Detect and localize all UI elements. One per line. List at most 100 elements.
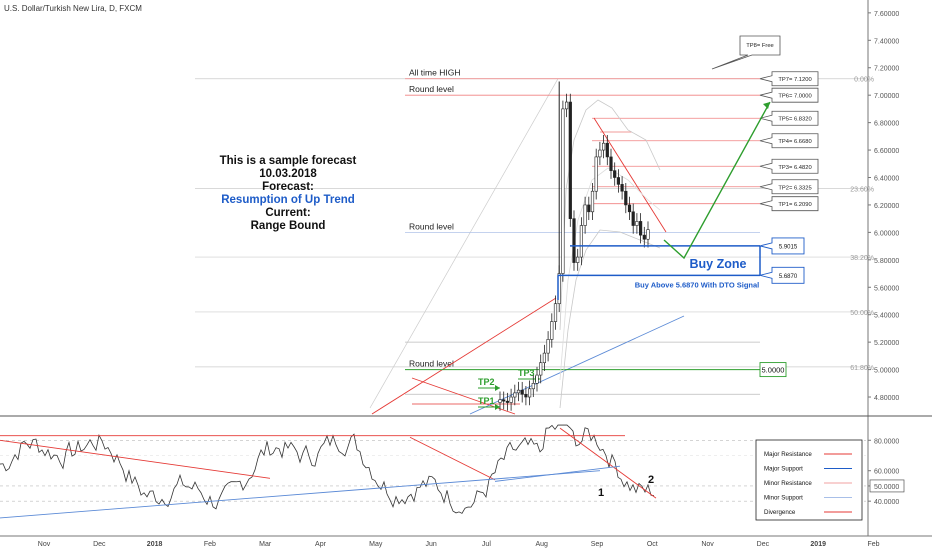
buy-zone-label: Buy Zone bbox=[690, 257, 747, 271]
osc-divergence-line bbox=[559, 427, 657, 499]
y-tick-label: 6.60000 bbox=[874, 148, 899, 155]
target-label: TP2= 6.3325 bbox=[778, 185, 811, 191]
x-tick-label: Apr bbox=[315, 541, 327, 548]
legend-label: Major Resistance bbox=[764, 451, 812, 458]
candle-body bbox=[624, 190, 628, 206]
candle-body bbox=[616, 177, 620, 185]
candle-body bbox=[502, 399, 506, 402]
old-target-arrow-head bbox=[495, 404, 500, 410]
indicator-band bbox=[559, 229, 661, 409]
osc-resistance-line bbox=[0, 439, 271, 479]
x-tick-label: Nov bbox=[701, 541, 714, 548]
y-tick-label: 7.00000 bbox=[874, 93, 899, 100]
round-marker-box bbox=[759, 362, 787, 378]
fib-level-label: 61.80% bbox=[850, 365, 874, 372]
candle-body bbox=[609, 156, 613, 171]
forecast-line-1: This is a sample forecast bbox=[219, 155, 357, 167]
x-tick-label: Aug bbox=[535, 541, 548, 548]
target-label: TP6= 7.0000 bbox=[778, 94, 811, 100]
buy-zone-upper-callout bbox=[759, 237, 805, 255]
candle-body bbox=[642, 234, 646, 240]
y-tick-label: 7.60000 bbox=[874, 11, 899, 18]
buy-zone-lower-callout bbox=[759, 266, 805, 284]
candle-body bbox=[505, 400, 510, 403]
candle-body bbox=[527, 388, 532, 398]
candle-body bbox=[605, 142, 609, 158]
candle-body bbox=[513, 392, 517, 398]
candle-body bbox=[535, 374, 539, 384]
target-callout bbox=[759, 179, 819, 195]
x-tick-label: 2018 bbox=[147, 541, 163, 548]
candle-body bbox=[520, 389, 524, 395]
osc-annotation-2: 2 bbox=[648, 474, 654, 486]
candle-body bbox=[638, 221, 643, 236]
osc-y-tick-label: 60.0000 bbox=[874, 469, 899, 476]
candle-body bbox=[546, 339, 550, 354]
osc-y-tick-label: 40.0000 bbox=[874, 499, 899, 506]
x-tick-label: Dec bbox=[757, 541, 770, 548]
level-label: All time HIGH bbox=[409, 68, 460, 78]
y-tick-label: 5.00000 bbox=[874, 368, 899, 375]
legend-label: Major Support bbox=[764, 466, 803, 473]
buy-zone-upper-callout-text: 5.9015 bbox=[779, 244, 798, 250]
osc-resistance-line bbox=[409, 436, 496, 481]
candle-body bbox=[564, 101, 569, 110]
candle-body bbox=[613, 170, 617, 178]
y-tick-label: 5.20000 bbox=[874, 340, 899, 347]
y-tick-label: 6.40000 bbox=[874, 176, 899, 183]
y-tick-label: 6.80000 bbox=[874, 121, 899, 128]
old-target-label: TP1 bbox=[478, 396, 495, 406]
old-target-label: TP2 bbox=[478, 377, 495, 387]
fib-trend-line bbox=[369, 78, 559, 409]
target-label-free: TP8= Free bbox=[746, 43, 774, 49]
x-tick-label: Jun bbox=[425, 541, 436, 548]
candle-body bbox=[524, 393, 528, 398]
candle-body bbox=[550, 321, 554, 340]
candle-body bbox=[620, 184, 624, 192]
y-tick-label: 5.80000 bbox=[874, 258, 899, 265]
candle-body bbox=[583, 204, 587, 226]
osc-y-tick-label: 80.0000 bbox=[874, 438, 899, 445]
old-target-label: TP3 bbox=[518, 368, 535, 378]
target-callout bbox=[759, 71, 819, 87]
target-label: TP5= 6.8320 bbox=[778, 117, 811, 123]
x-tick-label: Feb bbox=[204, 541, 216, 548]
x-tick-label: Mar bbox=[259, 541, 272, 548]
forecast-line-5: Current: bbox=[265, 207, 311, 219]
x-tick-label: Feb bbox=[867, 541, 879, 548]
candle-body bbox=[631, 211, 635, 226]
fib-level-label: 50.00% bbox=[850, 310, 874, 317]
target-callout bbox=[759, 196, 819, 212]
candle-body bbox=[516, 389, 521, 394]
osc-y-tick-label: 50.0000 bbox=[874, 484, 899, 491]
target-callout bbox=[759, 110, 819, 126]
x-tick-label: May bbox=[369, 541, 383, 548]
indicator-band bbox=[559, 167, 661, 381]
level-label: Round level bbox=[409, 221, 454, 231]
candle-body bbox=[572, 218, 576, 263]
target-callout-free bbox=[711, 35, 781, 70]
chart-title: U.S. Dollar/Turkish New Lira, D, FXCM bbox=[4, 4, 142, 13]
fib-level-label: 0.00% bbox=[854, 77, 874, 84]
candle-body bbox=[531, 383, 535, 390]
candle-body bbox=[587, 204, 591, 213]
indicator-band bbox=[559, 99, 661, 331]
candle-body bbox=[594, 156, 598, 192]
buy-zone-lower-callout-text: 5.6870 bbox=[779, 274, 798, 280]
target-callout bbox=[759, 133, 819, 149]
legend-box bbox=[755, 439, 863, 521]
candle-body bbox=[509, 396, 513, 403]
candle-body bbox=[553, 303, 558, 322]
target-callout bbox=[759, 87, 819, 103]
legend-label: Minor Resistance bbox=[764, 480, 812, 487]
fib-level-label: 38.20% bbox=[850, 255, 874, 262]
target-label: TP1= 6.2090 bbox=[778, 202, 811, 208]
candle-body bbox=[498, 399, 502, 403]
x-tick-label: 2019 bbox=[810, 541, 826, 548]
level-label: Round level bbox=[409, 359, 454, 369]
candle-body bbox=[542, 352, 546, 364]
y-tick-label: 6.00000 bbox=[874, 230, 899, 237]
x-tick-label: Dec bbox=[93, 541, 106, 548]
target-label: TP7= 7.1200 bbox=[778, 77, 811, 83]
